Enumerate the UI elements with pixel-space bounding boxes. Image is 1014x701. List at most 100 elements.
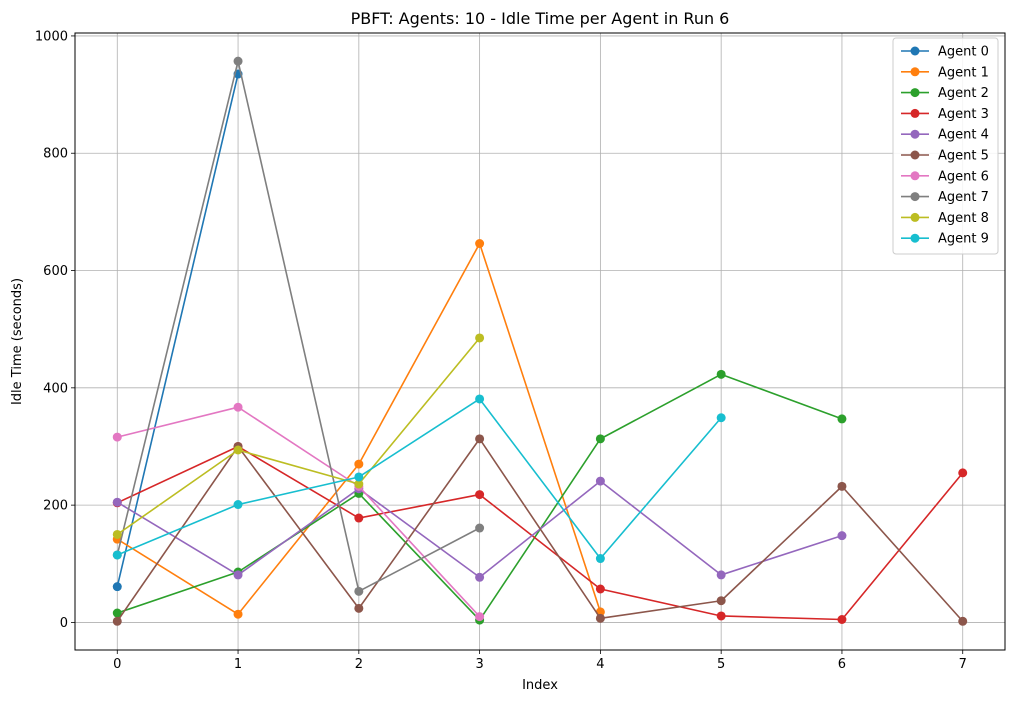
series-agent-5 bbox=[112, 434, 968, 626]
legend-swatch-marker bbox=[910, 108, 920, 118]
data-point bbox=[716, 611, 726, 621]
data-point bbox=[112, 616, 122, 626]
data-point bbox=[475, 394, 485, 404]
legend-item: Agent 5 bbox=[901, 149, 989, 164]
series-line bbox=[117, 406, 481, 618]
series-agent-0 bbox=[112, 69, 243, 592]
data-point bbox=[354, 603, 364, 613]
legend-label: Agent 2 bbox=[938, 86, 989, 101]
legend-label: Agent 9 bbox=[938, 232, 989, 247]
data-point bbox=[837, 481, 847, 491]
x-tick-label: 1 bbox=[234, 657, 242, 672]
data-point bbox=[475, 239, 485, 249]
data-point bbox=[354, 586, 364, 596]
legend-item: Agent 0 bbox=[901, 45, 989, 60]
legend-swatch-marker bbox=[910, 192, 920, 202]
legend-swatch-marker bbox=[910, 233, 920, 243]
data-point bbox=[475, 333, 485, 343]
legend-swatch-marker bbox=[910, 171, 920, 181]
series-line bbox=[116, 445, 964, 621]
data-point bbox=[233, 609, 243, 619]
legend-item: Agent 2 bbox=[901, 86, 989, 101]
data-point bbox=[716, 369, 726, 379]
data-point bbox=[233, 500, 243, 510]
legend-label: Agent 0 bbox=[938, 45, 989, 60]
x-tick-label: 0 bbox=[113, 657, 121, 672]
legend-item: Agent 6 bbox=[901, 169, 989, 184]
legend-label: Agent 3 bbox=[938, 107, 989, 122]
data-point bbox=[354, 479, 364, 489]
data-point bbox=[112, 550, 122, 560]
data-point bbox=[233, 445, 243, 455]
legend-label: Agent 5 bbox=[938, 149, 989, 164]
data-point bbox=[475, 572, 485, 582]
data-point bbox=[354, 459, 364, 469]
x-tick-label: 4 bbox=[596, 657, 604, 672]
data-point bbox=[233, 402, 243, 412]
data-point bbox=[716, 413, 726, 423]
x-tick-label: 7 bbox=[959, 657, 967, 672]
series-line bbox=[116, 60, 480, 593]
series-lines bbox=[112, 56, 968, 626]
data-point bbox=[837, 414, 847, 424]
legend-swatch-marker bbox=[910, 88, 920, 98]
legend-label: Agent 8 bbox=[938, 211, 989, 226]
legend-label: Agent 1 bbox=[938, 65, 989, 80]
y-tick-label: 800 bbox=[43, 147, 68, 162]
data-point bbox=[112, 432, 122, 442]
data-point bbox=[958, 468, 968, 478]
data-point bbox=[112, 582, 122, 592]
legend-swatch-marker bbox=[910, 150, 920, 160]
data-point bbox=[112, 608, 122, 618]
data-point bbox=[475, 490, 485, 500]
series-line bbox=[116, 438, 964, 622]
legend-label: Agent 4 bbox=[938, 128, 989, 143]
data-point bbox=[354, 472, 364, 482]
legend-item: Agent 1 bbox=[901, 65, 989, 80]
legend-item: Agent 4 bbox=[901, 128, 989, 143]
legend-label: Agent 7 bbox=[938, 190, 989, 205]
x-tick-label: 5 bbox=[717, 657, 725, 672]
series-agent-7 bbox=[112, 56, 485, 596]
y-tick-label: 600 bbox=[43, 264, 68, 279]
data-point bbox=[595, 613, 605, 623]
legend: Agent 0 Agent 1 Agent 2 Agent 3 Agent 4 Agent… bbox=[892, 37, 999, 255]
data-point bbox=[112, 529, 122, 539]
legend-label: Agent 6 bbox=[938, 169, 989, 184]
legend-item: Agent 8 bbox=[901, 211, 989, 226]
data-point bbox=[233, 570, 243, 580]
legend-swatch-marker bbox=[910, 129, 920, 139]
series-line bbox=[116, 337, 481, 536]
chart-title: PBFT: Agents: 10 - Idle Time per Agent i… bbox=[351, 9, 730, 28]
x-tick-label: 6 bbox=[838, 657, 846, 672]
series-agent-8 bbox=[112, 333, 485, 539]
data-point bbox=[595, 584, 605, 594]
legend-item: Agent 3 bbox=[901, 107, 989, 122]
x-tick-label: 2 bbox=[355, 657, 363, 672]
x-tick-label: 3 bbox=[475, 657, 483, 672]
y-tick-label: 0 bbox=[60, 616, 68, 631]
data-point bbox=[475, 612, 485, 622]
series-line bbox=[116, 398, 722, 560]
legend-item: Agent 7 bbox=[901, 190, 989, 205]
data-point bbox=[595, 554, 605, 564]
legend-swatch-marker bbox=[910, 46, 920, 56]
plot-frame bbox=[74, 32, 1006, 651]
series-line bbox=[116, 73, 239, 587]
axis-ticks: 0 1 2 3 4 5 6 7 0 200 400 600 800 1000 bbox=[35, 29, 967, 672]
data-point bbox=[233, 56, 243, 66]
data-point bbox=[716, 570, 726, 580]
legend-item: Agent 9 bbox=[901, 232, 989, 247]
series-agent-9 bbox=[112, 394, 726, 564]
legend-swatch-marker bbox=[910, 212, 920, 222]
data-point bbox=[475, 434, 485, 444]
data-point bbox=[837, 615, 847, 625]
y-tick-label: 200 bbox=[43, 499, 68, 514]
y-axis-label: Idle Time (seconds) bbox=[10, 278, 25, 405]
series-agent-4 bbox=[112, 476, 847, 582]
grid bbox=[75, 33, 1005, 650]
data-point bbox=[595, 434, 605, 444]
legend-swatch-marker bbox=[910, 67, 920, 77]
